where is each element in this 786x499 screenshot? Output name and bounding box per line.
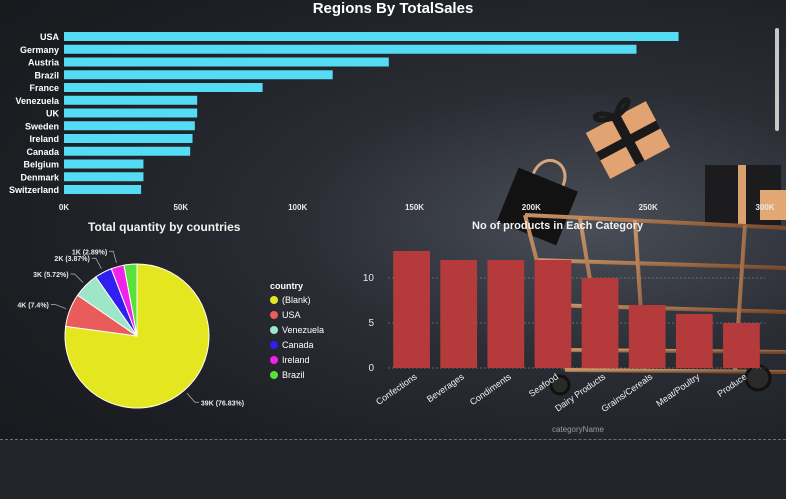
legend-label: Brazil [282, 370, 305, 380]
legend-label: Canada [282, 340, 314, 350]
category-bar[interactable] [675, 314, 713, 368]
category-bar[interactable] [440, 260, 478, 368]
category-label: Beverages [425, 371, 466, 404]
category-bar[interactable] [534, 260, 572, 368]
region-bar[interactable] [64, 108, 198, 118]
legend-label: Ireland [282, 355, 310, 365]
region-label: Denmark [20, 172, 60, 182]
pie-slice[interactable] [123, 263, 138, 337]
legend-swatch [270, 296, 278, 304]
category-bar-chart: 0 5 10 Confections Beverages Condiments Seafoo… [363, 251, 765, 434]
category-label: Grains/Cereals [599, 371, 654, 414]
category-label: Condiments [468, 371, 513, 407]
region-label: France [29, 83, 59, 93]
x-tick-label: 200K [522, 203, 541, 212]
quantity-pie-chart: 39K (76.83%) 4K (7.4%) 3K (5.72%) 2K (3.87%… [17, 249, 244, 409]
vertical-scrollbar[interactable] [775, 28, 779, 131]
legend-item[interactable]: Brazil [270, 370, 324, 380]
x-tick-label: 150K [405, 203, 424, 212]
pie-leader-line [70, 273, 84, 283]
legend-title: country [270, 281, 304, 291]
legend-item[interactable]: USA [270, 310, 324, 320]
region-bar[interactable] [64, 95, 198, 105]
category-label: Seafood [527, 371, 560, 398]
legend-item[interactable]: (Blank) [270, 295, 324, 305]
legend-item[interactable]: Ireland [270, 355, 324, 365]
category-bar[interactable] [723, 323, 760, 368]
pie-data-label: 4K (7.4%) [17, 302, 49, 309]
y-tick-label: 10 [363, 273, 375, 284]
x-tick-label: 0K [59, 203, 69, 212]
regions-sales-bar-chart: USA Germany Austria Brazil France Venezuela UK… [9, 32, 775, 212]
legend-swatch [270, 341, 278, 349]
pie-data-label: 3K (5.72%) [33, 272, 68, 279]
region-label: Venezuela [15, 96, 60, 106]
region-label: Ireland [29, 134, 59, 144]
legend-label: Venezuela [282, 325, 325, 335]
region-bar[interactable] [64, 146, 191, 156]
region-bar[interactable] [64, 70, 333, 80]
legend-item[interactable]: Venezuela [270, 325, 324, 335]
pie-leader-line [109, 250, 117, 263]
category-chart-title: No of products in Each Category [472, 220, 644, 232]
region-bar[interactable] [64, 83, 263, 92]
region-label: USA [40, 32, 60, 42]
x-tick-label: 100K [288, 203, 307, 212]
region-label: Canada [26, 147, 60, 157]
x-tick-label: 300K [755, 203, 774, 212]
region-bar[interactable] [64, 159, 144, 169]
region-bar[interactable] [64, 185, 142, 194]
pie-chart-title: Total quantity by countries [88, 220, 241, 234]
category-bar[interactable] [393, 251, 430, 368]
legend-swatch [270, 326, 278, 334]
region-bar[interactable] [64, 121, 195, 131]
y-tick-label: 0 [368, 363, 374, 374]
category-bar[interactable] [581, 278, 619, 368]
legend-swatch [270, 356, 278, 364]
bottom-panel [0, 440, 786, 499]
legend-item[interactable]: Canada [270, 340, 324, 350]
region-label: Sweden [25, 121, 59, 131]
region-label: Belgium [23, 160, 59, 170]
legend-swatch [270, 311, 278, 319]
region-label: Germany [20, 45, 59, 55]
category-label: Confections [374, 371, 419, 407]
category-label: Meat/Poultry [654, 371, 702, 408]
region-label: UK [46, 109, 59, 119]
category-bar[interactable] [487, 260, 525, 368]
category-bar[interactable] [628, 305, 666, 368]
x-axis-title: categoryName [552, 425, 605, 434]
region-bar[interactable] [64, 134, 193, 143]
region-bar[interactable] [64, 44, 637, 54]
pie-leader-line [91, 257, 102, 269]
region-label: Brazil [34, 70, 59, 80]
pie-data-label: 39K (76.83%) [201, 400, 244, 407]
section-divider [0, 439, 786, 440]
pie-data-label: 1K (2.89%) [72, 249, 107, 256]
pie-data-label: 2K (3.87%) [54, 256, 89, 263]
region-bar[interactable] [64, 32, 679, 41]
pie-leader-line [50, 304, 67, 310]
x-tick-label: 250K [639, 203, 658, 212]
legend-label: USA [282, 310, 301, 320]
sales-chart-title: Regions By TotalSales [312, 0, 474, 17]
pie-leader-line [186, 392, 199, 403]
y-tick-label: 5 [368, 318, 374, 329]
legend-swatch [270, 371, 278, 379]
region-bar[interactable] [64, 172, 144, 182]
region-bar[interactable] [64, 57, 389, 67]
x-tick-label: 50K [173, 203, 188, 212]
region-label: Austria [28, 58, 60, 68]
pie-legend: country (Blank) USA Venezuela Canada Ireland… [270, 281, 324, 385]
legend-label: (Blank) [282, 295, 311, 305]
category-label: Produce [715, 371, 748, 398]
region-label: Switzerland [9, 185, 59, 195]
